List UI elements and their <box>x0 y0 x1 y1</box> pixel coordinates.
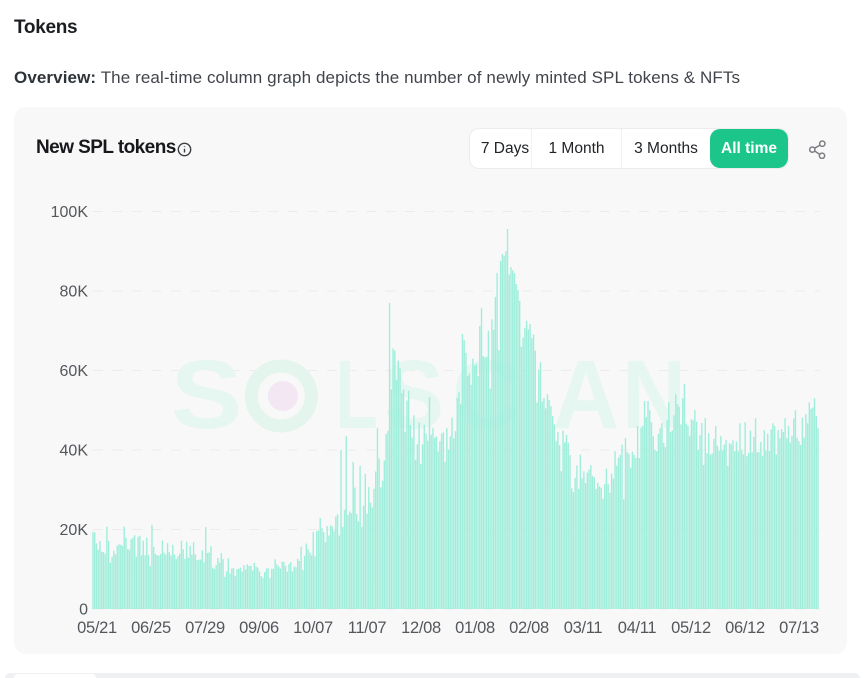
svg-text:04/11: 04/11 <box>618 619 657 637</box>
svg-text:S: S <box>171 340 243 449</box>
svg-text:11/07: 11/07 <box>348 619 387 637</box>
svg-text:10/07: 10/07 <box>293 619 333 637</box>
svg-text:100K: 100K <box>51 204 89 221</box>
svg-text:01/08: 01/08 <box>455 619 495 637</box>
svg-text:12/08: 12/08 <box>401 619 441 637</box>
svg-text:03/11: 03/11 <box>564 619 603 637</box>
svg-text:05/12: 05/12 <box>671 619 711 637</box>
svg-text:60K: 60K <box>60 363 89 380</box>
svg-text:0: 0 <box>79 602 88 619</box>
svg-text:09/06: 09/06 <box>239 619 279 637</box>
svg-text:20K: 20K <box>60 522 89 539</box>
svg-text:07/29: 07/29 <box>185 619 225 637</box>
svg-text:06/12: 06/12 <box>725 619 765 637</box>
svg-text:40K: 40K <box>60 443 89 460</box>
svg-text:02/08: 02/08 <box>509 619 549 637</box>
svg-text:80K: 80K <box>60 284 89 301</box>
svg-text:06/25: 06/25 <box>131 619 171 637</box>
svg-text:05/21: 05/21 <box>77 619 117 637</box>
svg-text:07/13: 07/13 <box>779 619 819 637</box>
svg-text:L: L <box>335 340 377 449</box>
